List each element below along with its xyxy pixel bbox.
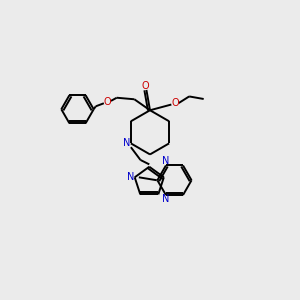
Text: N: N [127, 172, 134, 182]
Text: O: O [103, 97, 111, 107]
Text: O: O [172, 98, 179, 108]
Text: N: N [162, 156, 169, 166]
Text: O: O [142, 81, 149, 91]
Text: N: N [123, 138, 131, 148]
Text: N: N [162, 194, 169, 204]
